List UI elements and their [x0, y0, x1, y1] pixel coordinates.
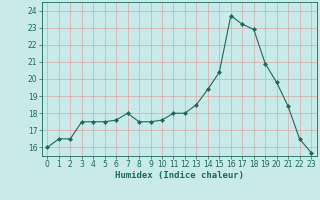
- X-axis label: Humidex (Indice chaleur): Humidex (Indice chaleur): [115, 171, 244, 180]
